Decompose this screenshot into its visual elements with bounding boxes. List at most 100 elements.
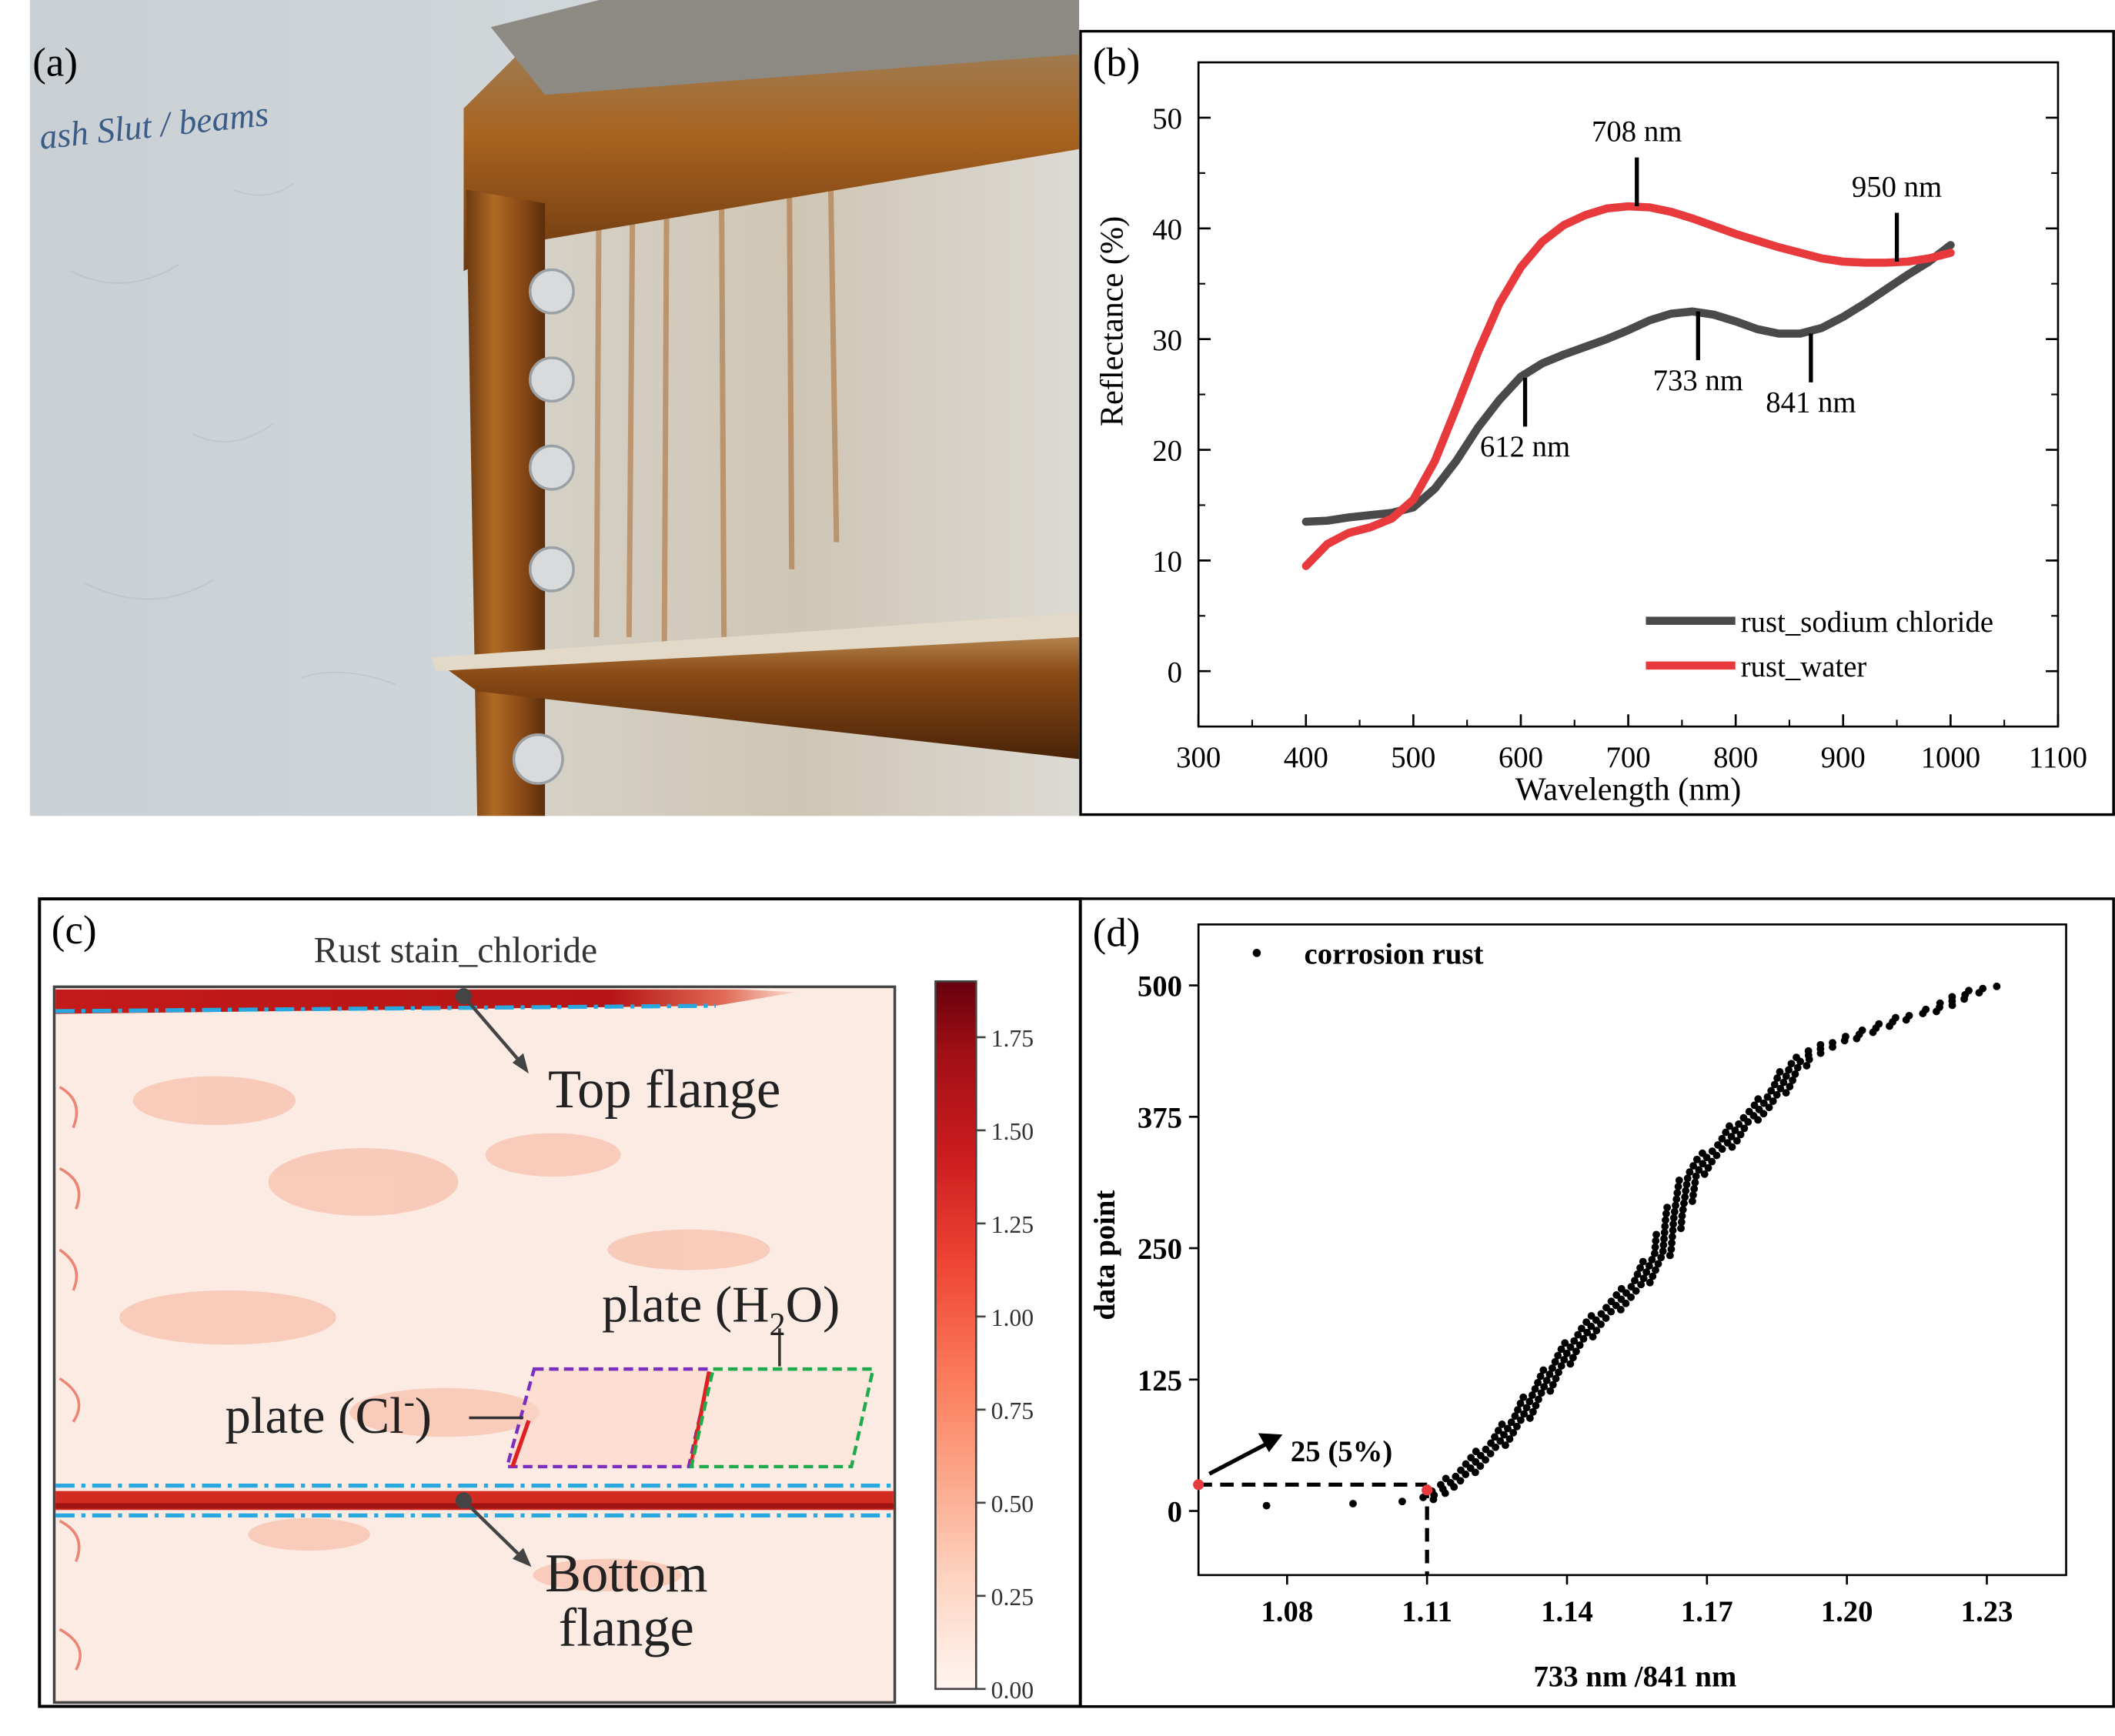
annotation-label: 708 nm [1592, 115, 1682, 148]
y-tick-label: 500 [1138, 970, 1182, 1003]
scatter-point [1509, 1428, 1518, 1437]
scatter-point [1682, 1180, 1691, 1189]
scatter-point [1531, 1385, 1539, 1393]
scatter-point [1639, 1257, 1647, 1266]
scatter-point [1689, 1191, 1697, 1199]
y-tick-label: 30 [1152, 324, 1182, 357]
scatter-point [1767, 1087, 1776, 1095]
panel-a-photo: ash Slut / beams [29, 0, 1080, 816]
scatter-point [1587, 1312, 1595, 1320]
scatter-point [1770, 1080, 1779, 1089]
scatter-point [1776, 1068, 1784, 1076]
scatter-point [1583, 1328, 1592, 1337]
scatter-point [1514, 1406, 1522, 1414]
x-tick-label: 400 [1284, 741, 1328, 774]
scatter-point [1668, 1233, 1676, 1241]
scatter-point [1646, 1278, 1654, 1287]
x-tick-label: 300 [1176, 741, 1221, 774]
scatter-point [1659, 1241, 1668, 1249]
scatter-point [1677, 1224, 1686, 1233]
scatter-point [1537, 1389, 1545, 1397]
scatter-point [1875, 1020, 1883, 1028]
colorbar-tick-label: 0.75 [991, 1397, 1034, 1424]
panel-b-ylabel: Reflectance (%) [1094, 216, 1131, 426]
scatter-point [1660, 1234, 1668, 1243]
scatter-point [1505, 1435, 1514, 1443]
scatter-point [1732, 1137, 1741, 1145]
scatter-point [1572, 1347, 1580, 1356]
scatter-point [1677, 1218, 1686, 1227]
scatter-point [1699, 1160, 1707, 1168]
colorbar [934, 980, 977, 1691]
scatter-point [1745, 1107, 1753, 1116]
panel-d-chart: 1.08 1.11 1.14 1.17 1.20 1.23 0 125 250 375 500 co… [1079, 897, 2115, 1708]
panel-c-heatmap: Rust stain_chloride Top flange Bottom fl… [38, 897, 1082, 1708]
x-tick-label: 700 [1605, 741, 1650, 774]
scatter-point [1993, 982, 2001, 990]
x-tick-label: 500 [1391, 741, 1435, 774]
scatter-point [1607, 1297, 1615, 1306]
scatter-point [1769, 1097, 1777, 1105]
scatter-point [1692, 1172, 1700, 1180]
scatter-point [1782, 1089, 1790, 1097]
colorbar-tick-label: 1.25 [991, 1211, 1034, 1238]
scatter-point [1704, 1163, 1712, 1172]
scatter-point [1557, 1362, 1565, 1370]
scatter-point [1803, 1061, 1811, 1070]
scatter-point [1786, 1083, 1794, 1090]
scatter-point [1841, 1033, 1849, 1040]
scatter-point [1545, 1370, 1554, 1378]
scatter-point [1617, 1284, 1626, 1293]
scatter-point [1979, 984, 1987, 993]
scatter-point [1555, 1368, 1562, 1377]
colorbar-tick-label: 1.50 [991, 1118, 1034, 1145]
scatter-point [1597, 1310, 1605, 1318]
scatter-point [1787, 1060, 1796, 1068]
scatter-point [1522, 1404, 1531, 1412]
annotation-label: 950 nm [1852, 170, 1942, 203]
scatter-point [1965, 987, 1973, 995]
threshold-marker-end [1422, 1484, 1433, 1496]
scatter-point [1491, 1433, 1499, 1441]
scatter-point [1681, 1193, 1689, 1201]
scatter-point [1773, 1074, 1782, 1083]
scatter-point [1532, 1401, 1540, 1410]
scatter-point [1602, 1304, 1610, 1312]
scatter-point [1776, 1084, 1785, 1093]
scatter-point [1672, 1195, 1681, 1204]
scatter-point [1557, 1345, 1565, 1354]
scatter-point [1662, 1216, 1669, 1224]
threshold-label: 25 (5%) [1291, 1435, 1392, 1468]
scatter-point [1675, 1176, 1683, 1184]
scatter-point [1683, 1174, 1692, 1183]
colorbar-tick-label: 0.00 [991, 1677, 1034, 1704]
scatter-point [1649, 1272, 1657, 1280]
panel-d-plot-area [1197, 923, 2067, 1577]
scatter-point [1736, 1130, 1745, 1139]
label-bottom: Bottom [545, 1544, 707, 1604]
y-tick-label: 125 [1138, 1364, 1182, 1397]
scatter-point [1589, 1333, 1597, 1341]
scatter-point [1592, 1327, 1601, 1335]
scatter-point [1639, 1274, 1648, 1283]
scatter-point [1516, 1399, 1525, 1407]
scatter-point [1487, 1439, 1495, 1447]
scatter-point [1516, 1416, 1525, 1424]
scatter-point [1582, 1318, 1591, 1327]
scatter-point [1722, 1128, 1730, 1137]
scatter-point [1674, 1183, 1682, 1190]
annotation-label: 841 nm [1766, 386, 1856, 419]
scatter-point [1672, 1201, 1679, 1210]
scatter-point [1735, 1120, 1743, 1128]
scatter-point [1525, 1414, 1534, 1422]
scatter-point [1535, 1395, 1542, 1404]
scatter-point [1549, 1380, 1557, 1389]
scatter-point [1936, 999, 1944, 1007]
scatter-point [1498, 1421, 1506, 1428]
legend-label-water: rust_water [1741, 650, 1867, 683]
scatter-point [1262, 1501, 1271, 1510]
scatter-point [1804, 1047, 1813, 1055]
colorbar-tick-label: 1.75 [991, 1025, 1034, 1052]
scatter-point [1554, 1351, 1562, 1360]
